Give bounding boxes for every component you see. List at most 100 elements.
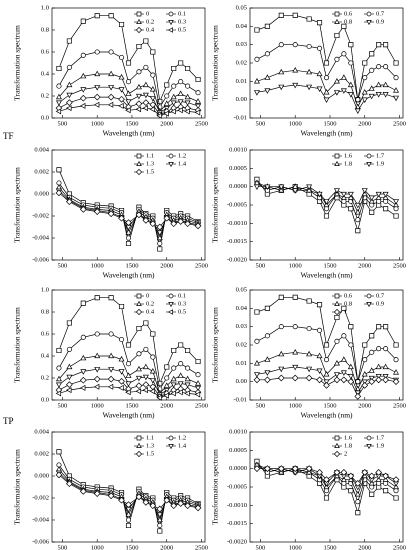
legend-label: 0.2 [146, 18, 154, 25]
marker [135, 211, 143, 219]
marker [323, 488, 330, 494]
y-tick-label: -0.0005 [227, 483, 247, 490]
marker [163, 392, 169, 399]
legend-label: 0.9 [376, 18, 384, 25]
marker [107, 383, 114, 390]
marker [292, 348, 299, 355]
marker [118, 377, 125, 385]
marker [142, 92, 149, 99]
marker [149, 378, 156, 384]
marker [323, 213, 330, 219]
marker [118, 214, 125, 222]
legend-label: 0.7 [376, 10, 385, 17]
marker [369, 202, 375, 208]
x-tick-label: 500 [256, 544, 266, 550]
legend-label: 1.4 [178, 442, 187, 449]
x-axis-label: Wavelength (nm) [300, 129, 353, 138]
marker [178, 361, 184, 367]
plot: 500 1000 1500 2000 2500 -0.006 -0.004 -0.002 0.0… [13, 146, 208, 279]
marker [184, 382, 191, 388]
marker [264, 370, 271, 376]
marker [185, 83, 191, 89]
series-line [58, 378, 199, 398]
marker [306, 84, 313, 91]
marker [340, 356, 347, 362]
y-tick-label: 0.05 [236, 286, 247, 293]
marker [368, 472, 376, 480]
marker [66, 105, 72, 112]
marker [341, 51, 347, 57]
marker [125, 511, 132, 517]
marker [168, 302, 174, 308]
legend-label: 0 [146, 10, 149, 17]
marker [170, 100, 177, 106]
marker [278, 324, 284, 330]
marker [393, 488, 399, 494]
legend-label: 0 [146, 292, 149, 299]
marker [136, 18, 142, 24]
legend-label: 0.4 [146, 308, 155, 315]
x-tick-label: 1000 [289, 402, 302, 409]
marker [348, 206, 354, 212]
marker [333, 450, 341, 458]
x-tick-label: 1500 [323, 402, 336, 409]
plot: 500 1000 1500 2000 2500 -0.006 -0.004 -0.002 0.0… [13, 428, 208, 550]
marker [306, 43, 312, 50]
legend-label: 0.9 [376, 300, 384, 307]
series-line [58, 96, 199, 116]
marker [306, 298, 312, 304]
marker [277, 374, 285, 382]
x-tick-label: 500 [58, 120, 68, 127]
y-tick-label: 0.4 [41, 70, 50, 77]
marker [368, 85, 375, 91]
marker [171, 83, 177, 89]
marker [125, 517, 132, 523]
marker [264, 184, 271, 191]
marker [333, 376, 341, 384]
marker [118, 336, 125, 343]
y-tick-label: 0.00 [236, 96, 247, 103]
marker [340, 370, 347, 376]
series-line [256, 468, 397, 484]
marker [392, 476, 400, 484]
marker [366, 435, 372, 441]
x-tick-label: 2500 [393, 544, 406, 550]
marker [316, 191, 323, 198]
marker [368, 378, 376, 386]
marker [93, 490, 101, 497]
marker [376, 480, 382, 486]
x-tick-label: 2500 [393, 120, 406, 127]
y-tick-label: 0.2 [41, 374, 49, 381]
marker [393, 342, 399, 348]
marker [66, 320, 72, 326]
marker [253, 77, 260, 84]
marker [195, 372, 201, 378]
legend-label: 1.3 [146, 160, 154, 167]
marker [157, 528, 163, 534]
plot: 500 1000 1500 2000 2500 -0.01 0.00 0.01 0.02 0.03… [211, 286, 406, 419]
marker [142, 105, 148, 112]
marker [347, 363, 354, 370]
marker [170, 502, 178, 510]
x-tick-label: 1000 [91, 544, 104, 550]
marker [185, 347, 191, 354]
y-tick-label: 1.0 [41, 4, 49, 11]
legend-label: 0.4 [146, 26, 155, 33]
marker [163, 214, 171, 222]
marker [354, 490, 361, 497]
marker [56, 167, 62, 173]
marker [323, 476, 330, 484]
y-tick-label: -0.006 [32, 256, 50, 263]
marker [156, 394, 162, 401]
x-tick-label: 500 [58, 402, 68, 409]
marker [56, 347, 62, 354]
marker [334, 153, 340, 159]
marker [142, 81, 149, 88]
marker [382, 92, 389, 98]
marker [292, 66, 299, 73]
marker [55, 390, 62, 397]
marker [195, 98, 202, 104]
series-line [58, 182, 199, 244]
marker [149, 502, 157, 510]
marker [118, 73, 125, 80]
